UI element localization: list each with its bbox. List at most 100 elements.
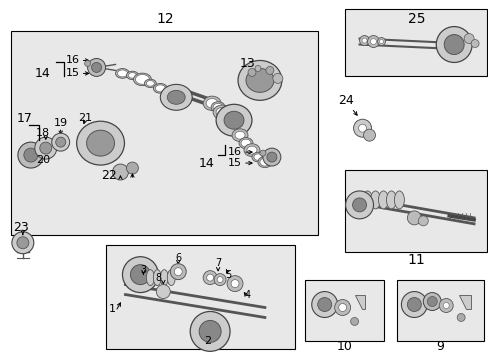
Circle shape (91, 62, 102, 72)
Bar (105, 245, 294, 349)
Circle shape (379, 40, 383, 44)
Polygon shape (354, 294, 364, 310)
Ellipse shape (167, 90, 185, 104)
Ellipse shape (258, 157, 271, 168)
Circle shape (442, 302, 448, 309)
Circle shape (438, 298, 452, 312)
Text: 10: 10 (336, 340, 352, 353)
Circle shape (435, 27, 471, 62)
Text: 6: 6 (175, 253, 181, 263)
Bar (344, 9, 486, 76)
Text: 16: 16 (227, 147, 242, 157)
Circle shape (199, 320, 221, 342)
Text: 14: 14 (198, 157, 214, 170)
Ellipse shape (394, 191, 404, 209)
Circle shape (265, 67, 273, 75)
Circle shape (56, 137, 65, 147)
Circle shape (247, 68, 255, 76)
Ellipse shape (206, 99, 218, 108)
Circle shape (407, 211, 421, 225)
Circle shape (226, 276, 243, 292)
Ellipse shape (246, 146, 256, 154)
Circle shape (350, 318, 358, 325)
Circle shape (370, 39, 376, 45)
Ellipse shape (244, 144, 260, 157)
Circle shape (338, 303, 346, 311)
Text: 11: 11 (407, 253, 425, 267)
Circle shape (260, 150, 265, 156)
Circle shape (353, 119, 371, 137)
Circle shape (174, 268, 182, 276)
Circle shape (217, 276, 223, 283)
Ellipse shape (370, 191, 380, 209)
Circle shape (266, 152, 276, 162)
Ellipse shape (232, 129, 247, 141)
Ellipse shape (216, 108, 227, 117)
Circle shape (40, 142, 52, 154)
Circle shape (35, 137, 57, 159)
Circle shape (361, 38, 366, 43)
Text: 24: 24 (337, 94, 353, 107)
Text: 20: 20 (36, 155, 50, 165)
Text: 9: 9 (435, 340, 443, 353)
Circle shape (358, 124, 366, 132)
Text: 7: 7 (215, 258, 221, 268)
Ellipse shape (235, 131, 244, 139)
Text: 19: 19 (54, 118, 68, 128)
Text: 18: 18 (36, 128, 50, 138)
Circle shape (122, 257, 158, 293)
Ellipse shape (203, 96, 221, 111)
Circle shape (443, 35, 463, 54)
Text: 17: 17 (17, 112, 33, 125)
Circle shape (401, 292, 427, 318)
Circle shape (359, 36, 369, 45)
Text: 25: 25 (407, 12, 424, 26)
Ellipse shape (216, 104, 251, 136)
Ellipse shape (77, 121, 124, 165)
Text: 4: 4 (244, 289, 250, 300)
Bar (304, 280, 384, 341)
Text: 2: 2 (204, 336, 211, 346)
Ellipse shape (362, 191, 372, 209)
Ellipse shape (86, 130, 114, 156)
Text: 5: 5 (224, 270, 231, 280)
Ellipse shape (135, 75, 149, 84)
Circle shape (263, 148, 280, 166)
Circle shape (24, 148, 38, 162)
Circle shape (423, 293, 440, 310)
Ellipse shape (211, 102, 224, 113)
Text: 15: 15 (227, 158, 242, 168)
Circle shape (230, 280, 239, 288)
Circle shape (130, 265, 150, 285)
Bar (397, 280, 483, 341)
Circle shape (126, 162, 138, 174)
Text: 3: 3 (140, 265, 146, 275)
Circle shape (352, 198, 366, 212)
Circle shape (170, 264, 186, 280)
Ellipse shape (146, 81, 154, 86)
Circle shape (407, 298, 421, 311)
Circle shape (84, 60, 90, 67)
Text: 14: 14 (35, 67, 51, 80)
Bar (11, 31, 317, 235)
Circle shape (367, 36, 379, 48)
Circle shape (254, 66, 261, 71)
Circle shape (214, 274, 225, 285)
Ellipse shape (386, 191, 396, 209)
Circle shape (334, 300, 350, 315)
Ellipse shape (378, 191, 387, 209)
Circle shape (156, 285, 170, 298)
Circle shape (190, 311, 229, 351)
Circle shape (311, 292, 337, 318)
Circle shape (427, 297, 436, 306)
Ellipse shape (239, 138, 252, 149)
Ellipse shape (238, 60, 281, 100)
Ellipse shape (160, 270, 168, 285)
Circle shape (456, 314, 464, 321)
Ellipse shape (241, 139, 250, 147)
Ellipse shape (126, 71, 138, 80)
Text: 12: 12 (156, 12, 174, 26)
Circle shape (203, 271, 217, 285)
Ellipse shape (117, 70, 127, 77)
Text: 23: 23 (13, 221, 29, 234)
